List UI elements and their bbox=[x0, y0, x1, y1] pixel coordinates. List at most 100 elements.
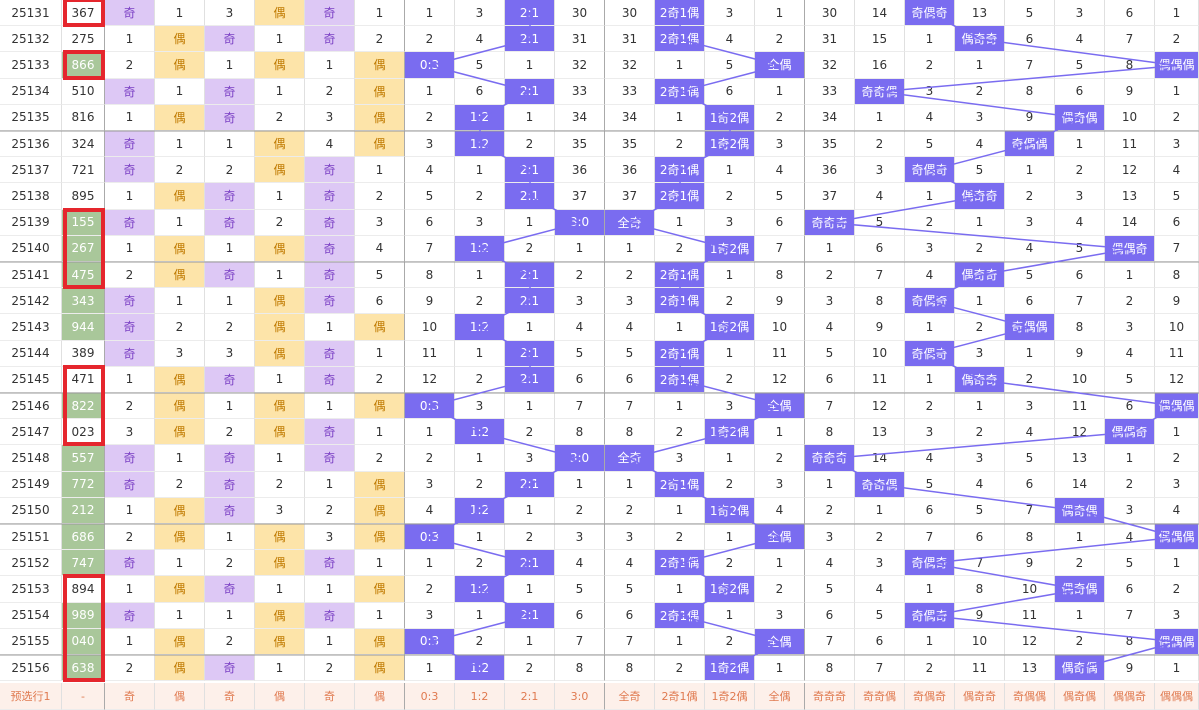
trend-cell: 1 bbox=[1005, 157, 1055, 184]
footer-cell: 3:0 bbox=[555, 683, 605, 710]
trend-cell: 15 bbox=[855, 26, 905, 53]
trend-cell: 5 bbox=[1005, 445, 1055, 472]
trend-cell: 13 bbox=[1055, 445, 1105, 472]
trend-line-segment bbox=[1029, 117, 1081, 145]
trend-cell: 3 bbox=[355, 209, 405, 236]
trend-cell: 2 bbox=[205, 628, 255, 655]
trend-cell: 5 bbox=[1005, 0, 1055, 27]
trend-cell: 1 bbox=[505, 314, 555, 341]
trend-line-segment bbox=[479, 143, 531, 171]
trend-cell: 1 bbox=[155, 131, 205, 158]
trend-cell: 1 bbox=[655, 497, 705, 524]
trend-cell: 6 bbox=[1005, 288, 1055, 315]
trend-cell: 3 bbox=[455, 0, 505, 27]
trend-cell: 奇 bbox=[305, 550, 355, 577]
trend-cell: 5 bbox=[355, 262, 405, 289]
trend-cell: 1 bbox=[255, 655, 305, 682]
trend-line-segment bbox=[479, 431, 581, 460]
trend-cell: 3 bbox=[455, 209, 505, 236]
trend-cell: 奇 bbox=[205, 104, 255, 131]
footer-cell: 全奇 bbox=[605, 683, 655, 710]
trend-cell: 3 bbox=[255, 497, 305, 524]
trend-cell: 2 bbox=[105, 52, 155, 79]
trend-cell: 1 bbox=[905, 366, 955, 393]
trend-cell: 1 bbox=[205, 393, 255, 420]
trend-cell: 1 bbox=[205, 235, 255, 262]
trend-cell: 2 bbox=[305, 655, 355, 682]
trend-cell: 奇 bbox=[305, 419, 355, 446]
trend-cell: 1 bbox=[755, 0, 805, 27]
footer-cell: 奇 bbox=[305, 683, 355, 710]
trend-cell: 6 bbox=[555, 366, 605, 393]
trend-cell: 7 bbox=[755, 235, 805, 262]
trend-cell: 3 bbox=[1105, 314, 1155, 341]
trend-cell: 1 bbox=[305, 52, 355, 79]
trend-cell: 4 bbox=[1105, 340, 1155, 367]
trend-cell: 7 bbox=[905, 524, 955, 551]
trend-cell: 3 bbox=[655, 445, 705, 472]
footer-cell: 奇奇偶 bbox=[855, 683, 905, 710]
draw-number: 155 bbox=[62, 209, 105, 236]
issue-number: 25145 bbox=[0, 366, 62, 393]
trend-cell: 4 bbox=[905, 104, 955, 131]
draw-number: 267 bbox=[62, 235, 105, 262]
issue-number: 25155 bbox=[0, 628, 62, 655]
footer-cell: 2奇1偶 bbox=[655, 683, 705, 710]
trend-line-segment bbox=[879, 90, 1081, 119]
issue-number: 25132 bbox=[0, 26, 62, 53]
trend-line-segment bbox=[679, 562, 731, 591]
trend-cell: 2 bbox=[155, 471, 205, 498]
trend-cell: 33 bbox=[555, 78, 605, 105]
trend-cell: 2 bbox=[705, 288, 755, 315]
trend-cell: 3 bbox=[955, 340, 1005, 367]
trend-cell: 奇 bbox=[305, 26, 355, 53]
trend-cell: 13 bbox=[955, 0, 1005, 27]
trend-cell: 1 bbox=[905, 576, 955, 603]
trend-cell: 偶 bbox=[355, 393, 405, 420]
trend-line-segment bbox=[729, 405, 781, 433]
draw-number: 324 bbox=[62, 131, 105, 158]
trend-cell: 1 bbox=[555, 235, 605, 262]
trend-cell: 2 bbox=[205, 314, 255, 341]
trend-cell: 8 bbox=[805, 419, 855, 446]
trend-cell: 35 bbox=[805, 131, 855, 158]
trend-cell: 1 bbox=[455, 445, 505, 472]
trend-cell: 2 bbox=[755, 576, 805, 603]
trend-cell: 1 bbox=[355, 340, 405, 367]
trend-cell: 2 bbox=[1105, 471, 1155, 498]
trend-cell: 1 bbox=[305, 628, 355, 655]
trend-cell: 9 bbox=[1055, 340, 1105, 367]
trend-cell: 8 bbox=[555, 419, 605, 446]
footer-cell: 偶 bbox=[355, 683, 405, 710]
trend-cell: 2 bbox=[605, 497, 655, 524]
trend-cell: 1 bbox=[505, 52, 555, 79]
trend-cell: 7 bbox=[955, 550, 1005, 577]
trend-cell: 奇 bbox=[305, 157, 355, 184]
draw-number: 816 bbox=[62, 104, 105, 131]
trend-cell: 1 bbox=[755, 78, 805, 105]
trend-cell: 3 bbox=[1055, 183, 1105, 210]
trend-cell: 1 bbox=[705, 262, 755, 289]
trend-cell: 4 bbox=[1005, 235, 1055, 262]
trend-cell: 奇 bbox=[105, 314, 155, 341]
trend-cell: 36 bbox=[605, 157, 655, 184]
trend-cell: 偶 bbox=[155, 393, 205, 420]
trend-cell: 偶 bbox=[255, 550, 305, 577]
issue-number: 25150 bbox=[0, 497, 62, 524]
trend-line-segment bbox=[979, 38, 1178, 67]
trend-cell: 偶 bbox=[155, 655, 205, 682]
trend-cell: 1 bbox=[1105, 262, 1155, 289]
trend-cell: 2 bbox=[455, 183, 505, 210]
trend-cell: 1 bbox=[205, 131, 255, 158]
trend-cell: 2 bbox=[305, 497, 355, 524]
trend-cell: 4 bbox=[605, 550, 655, 577]
trend-cell: 12 bbox=[1105, 157, 1155, 184]
trend-cell: 奇 bbox=[305, 183, 355, 210]
trend-cell: 5 bbox=[405, 183, 455, 210]
trend-cell: 2 bbox=[105, 655, 155, 682]
trend-cell: 8 bbox=[1105, 52, 1155, 79]
trend-cell: 6 bbox=[455, 78, 505, 105]
trend-cell: 33 bbox=[805, 78, 855, 105]
trend-cell: 偶 bbox=[255, 419, 305, 446]
trend-cell: 4 bbox=[905, 445, 955, 472]
